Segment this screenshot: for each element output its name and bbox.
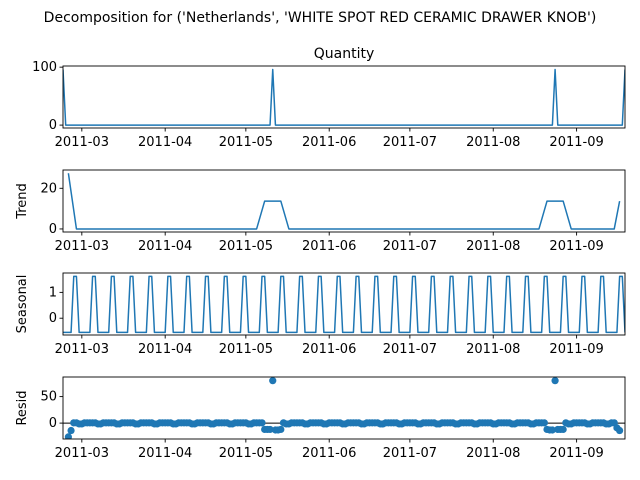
series-line-quantity <box>63 68 625 126</box>
x-tick-label: 2011-07 <box>383 239 437 254</box>
axes-frame-seasonal <box>62 272 626 336</box>
plot-area-trend <box>67 173 621 230</box>
axes-frame-resid <box>62 376 626 440</box>
y-tick-label: 0 <box>49 416 57 431</box>
x-tick-label: 2011-03 <box>55 239 109 254</box>
panel-resid: 0 50 2011-03 2011-04 2011-05 2011-06 2011-07 20… <box>15 376 626 461</box>
y-tick-label: 0 <box>49 118 57 133</box>
y-tick-label: 0 <box>49 222 57 237</box>
y-axis-label: Trend <box>15 183 30 220</box>
x-tick-label: 2011-04 <box>138 342 192 357</box>
x-tick-label: 2011-08 <box>466 342 520 357</box>
x-tick-label: 2011-07 <box>383 446 437 461</box>
panel-seasonal: 0 1 2011-03 2011-04 2011-05 2011-06 2011-07 201… <box>15 272 626 357</box>
resid-point <box>269 377 277 385</box>
resid-point <box>616 426 624 435</box>
y-tick-label: 50 <box>40 390 57 405</box>
resid-point <box>64 433 72 439</box>
y-tick-label: 0 <box>49 311 57 326</box>
x-tick-label: 2011-05 <box>219 239 273 254</box>
plot-area-observed <box>63 68 625 126</box>
resid-point <box>258 419 266 427</box>
y-tick-label: 20 <box>40 181 57 196</box>
resid-point <box>559 425 567 434</box>
x-tick-label: 2011-05 <box>219 446 273 461</box>
axes-frame-trend <box>62 169 626 233</box>
x-tick-label: 2011-09 <box>549 446 603 461</box>
y-tick-label: 100 <box>32 60 57 75</box>
y-axis-label: Seasonal <box>15 275 30 334</box>
plot-area-resid <box>63 377 625 439</box>
panel-trend: 0 20 2011-03 2011-04 2011-05 2011-06 2011-07 20… <box>15 169 626 254</box>
panel-observed: 0 100 2011-03 2011-04 2011-05 2011-06 2011-07 2… <box>32 46 626 150</box>
axes-frame-observed <box>62 65 626 129</box>
x-tick-label: 2011-04 <box>138 239 192 254</box>
resid-point <box>277 425 285 434</box>
x-tick-label: 2011-09 <box>549 239 603 254</box>
x-tick-label: 2011-09 <box>549 135 603 150</box>
resid-point <box>540 419 548 427</box>
x-tick-label: 2011-06 <box>302 135 356 150</box>
x-tick-label: 2011-03 <box>55 135 109 150</box>
x-tick-label: 2011-06 <box>302 239 356 254</box>
y-tick-label: 1 <box>49 285 57 300</box>
resid-point <box>67 426 75 435</box>
y-axis-label: Resid <box>15 390 30 425</box>
x-tick-label: 2011-06 <box>302 342 356 357</box>
resid-point <box>266 425 274 434</box>
series-line-seasonal <box>63 275 625 334</box>
resid-point <box>551 377 559 385</box>
x-tick-label: 2011-03 <box>55 342 109 357</box>
x-tick-label: 2011-07 <box>383 135 437 150</box>
figure-title: Decomposition for ('Netherlands', 'WHITE… <box>44 10 597 26</box>
plot-area-seasonal <box>63 275 625 334</box>
x-tick-label: 2011-08 <box>466 446 520 461</box>
x-tick-label: 2011-03 <box>55 446 109 461</box>
x-tick-label: 2011-09 <box>549 342 603 357</box>
x-tick-label: 2011-05 <box>219 342 273 357</box>
panel-title: Quantity <box>314 46 375 62</box>
x-tick-label: 2011-04 <box>138 135 192 150</box>
x-tick-label: 2011-08 <box>466 135 520 150</box>
x-tick-label: 2011-04 <box>138 446 192 461</box>
x-tick-label: 2011-07 <box>383 342 437 357</box>
resid-point <box>548 426 557 434</box>
x-tick-label: 2011-05 <box>219 135 273 150</box>
series-line-trend <box>67 173 621 230</box>
x-tick-label: 2011-08 <box>466 239 520 254</box>
x-tick-label: 2011-06 <box>302 446 356 461</box>
